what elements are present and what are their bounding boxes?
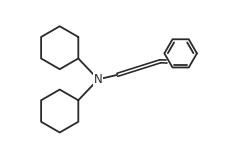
Text: N: N (94, 73, 103, 86)
